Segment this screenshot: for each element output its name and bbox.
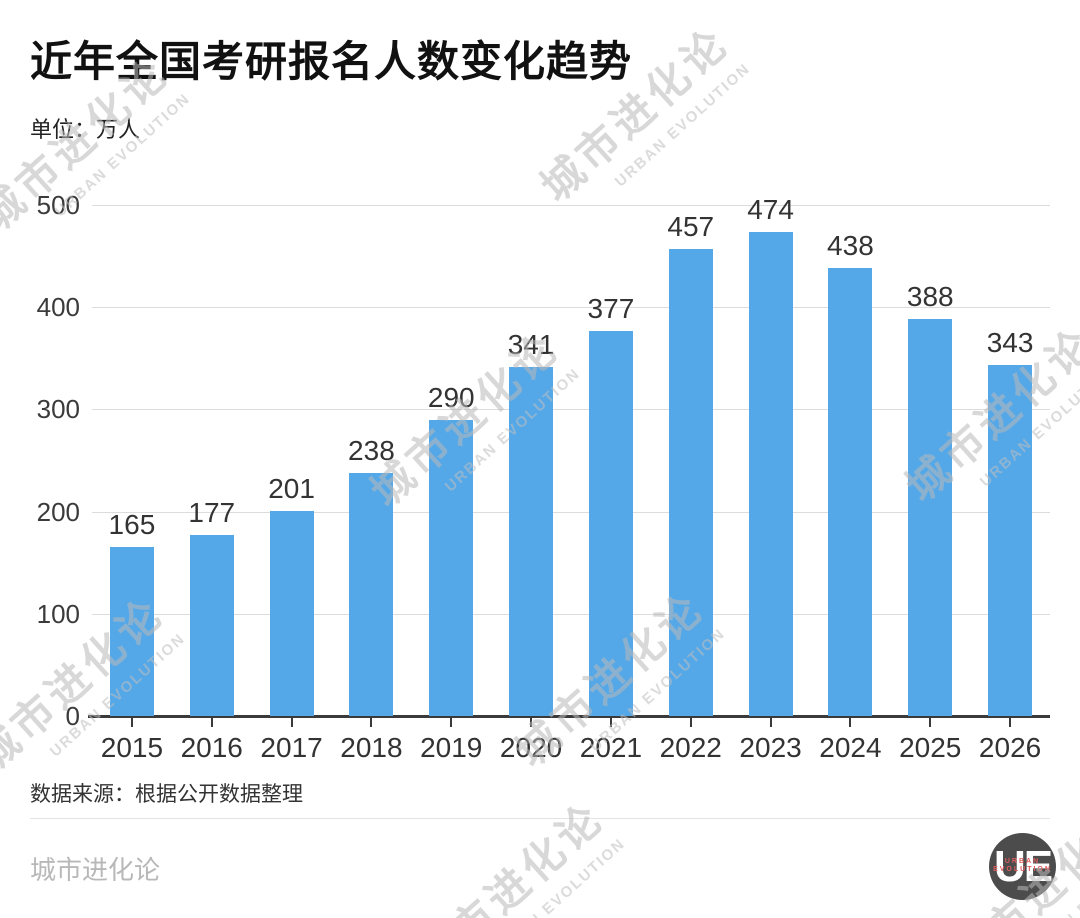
bar: [668, 248, 713, 716]
bar-value-label: 438: [827, 230, 874, 262]
ue-logo-text: UE: [993, 841, 1053, 891]
x-axis-label: 2026: [978, 732, 1042, 763]
bar-value-label: 343: [986, 327, 1034, 359]
source-text: 数据来源：根据公开数据整理: [30, 783, 303, 806]
bar: [908, 319, 953, 716]
bar: [429, 419, 474, 716]
x-axis-label: 2025: [899, 732, 962, 763]
x-axis-label: 2019: [420, 732, 483, 763]
brand-text: 城市进化论: [30, 855, 161, 885]
bar-value-label: 238: [348, 434, 395, 466]
axis-tick: [769, 718, 772, 727]
axis-tick: [1009, 718, 1012, 727]
bar: [509, 367, 554, 716]
x-axis-label: 2022: [659, 732, 722, 763]
x-axis-label: 2024: [819, 732, 882, 763]
ue-logo-sub-line1: URBAN: [1004, 858, 1041, 865]
x-axis-label: 2020: [499, 732, 563, 763]
axis-tick: [609, 718, 612, 727]
y-axis-label: 400: [36, 292, 80, 323]
bar-value-label: 377: [587, 292, 635, 324]
bar-value-label: 290: [427, 381, 475, 413]
bar: [109, 547, 154, 716]
grid-line: [92, 511, 1050, 513]
bar: [189, 535, 234, 716]
x-axis-label: 2021: [579, 732, 643, 763]
axis-tick: [849, 718, 852, 727]
ue-logo: UE URBAN EVOLUTION: [989, 833, 1056, 900]
grid-line: [92, 613, 1050, 615]
bar-value-label: 341: [507, 329, 555, 361]
y-axis-label: 200: [36, 496, 80, 527]
ue-logo-subtext: URBAN EVOLUTION: [989, 858, 1056, 873]
y-axis-label: 500: [36, 190, 80, 220]
bar-value-label: 177: [188, 497, 236, 529]
bar: [988, 365, 1033, 716]
bar: [748, 231, 793, 716]
bar: [588, 330, 633, 716]
x-axis-label: 2023: [739, 732, 802, 763]
bar-value-label: 388: [906, 281, 954, 313]
axis-tick: [450, 718, 453, 727]
grid-line: [92, 307, 1050, 309]
bar: [269, 510, 314, 716]
y-axis-label: 0: [65, 701, 80, 731]
x-axis-label: 2018: [340, 732, 403, 763]
bar: [349, 472, 394, 716]
axis-tick: [370, 718, 373, 727]
x-axis-label: 2015: [100, 732, 164, 763]
x-axis-line: [88, 715, 1050, 718]
bar-value-label: 165: [108, 509, 156, 541]
axis-tick: [130, 718, 133, 727]
y-axis-label: 100: [36, 598, 80, 629]
x-axis-label: 2016: [180, 732, 243, 763]
bar-value-label: 457: [667, 210, 715, 242]
axis-tick: [689, 718, 692, 727]
grid-line: [92, 409, 1050, 411]
axis-tick: [210, 718, 213, 727]
bar-value-label: 474: [747, 193, 794, 225]
axis-tick: [530, 718, 533, 727]
footer-divider: [30, 818, 1050, 819]
y-axis-label: 300: [36, 394, 80, 425]
bar: [828, 268, 873, 716]
axis-tick: [929, 718, 932, 727]
unit-label: 单位：万人: [30, 117, 141, 142]
page-title: 近年全国考研报名人数变化趋势: [30, 38, 633, 85]
bar-value-label: 201: [268, 472, 315, 504]
x-axis-label: 2017: [260, 732, 323, 763]
axis-tick: [290, 718, 293, 727]
ue-logo-sub-line2: EVOLUTION: [993, 865, 1052, 873]
grid-line: [92, 205, 1050, 206]
